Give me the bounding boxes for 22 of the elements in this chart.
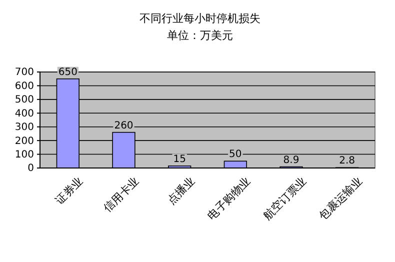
data-label: 15 (173, 154, 186, 165)
data-label: 2.8 (339, 156, 356, 167)
y-tick-label: 600 (14, 80, 34, 92)
x-tick-label: 点播业 (164, 174, 198, 208)
y-tick-label: 200 (14, 136, 34, 147)
y-tick-label: 500 (14, 94, 34, 106)
chart-subtitle: 单位：万美元 (167, 29, 233, 42)
data-label: 50 (229, 149, 242, 160)
data-label: 8.9 (283, 154, 300, 166)
x-tick-label: 包裹运输业 (316, 174, 365, 223)
y-tick-label: 0 (28, 163, 34, 174)
x-tick-label: 航空订票业 (260, 174, 309, 223)
x-tick-label: 证券业 (53, 174, 86, 208)
data-label: 650 (58, 66, 78, 78)
x-tick-label: 信用卡业 (101, 174, 142, 215)
y-tick-label: 300 (14, 122, 34, 134)
data-label: 260 (114, 120, 134, 132)
y-tick-label: 100 (14, 149, 34, 160)
y-tick-label: 700 (14, 67, 34, 78)
chart-title: 不同行业每小时停机损失 (140, 12, 260, 25)
y-tick-label: 400 (14, 108, 34, 120)
x-tick-label: 电子购物业 (205, 174, 254, 223)
